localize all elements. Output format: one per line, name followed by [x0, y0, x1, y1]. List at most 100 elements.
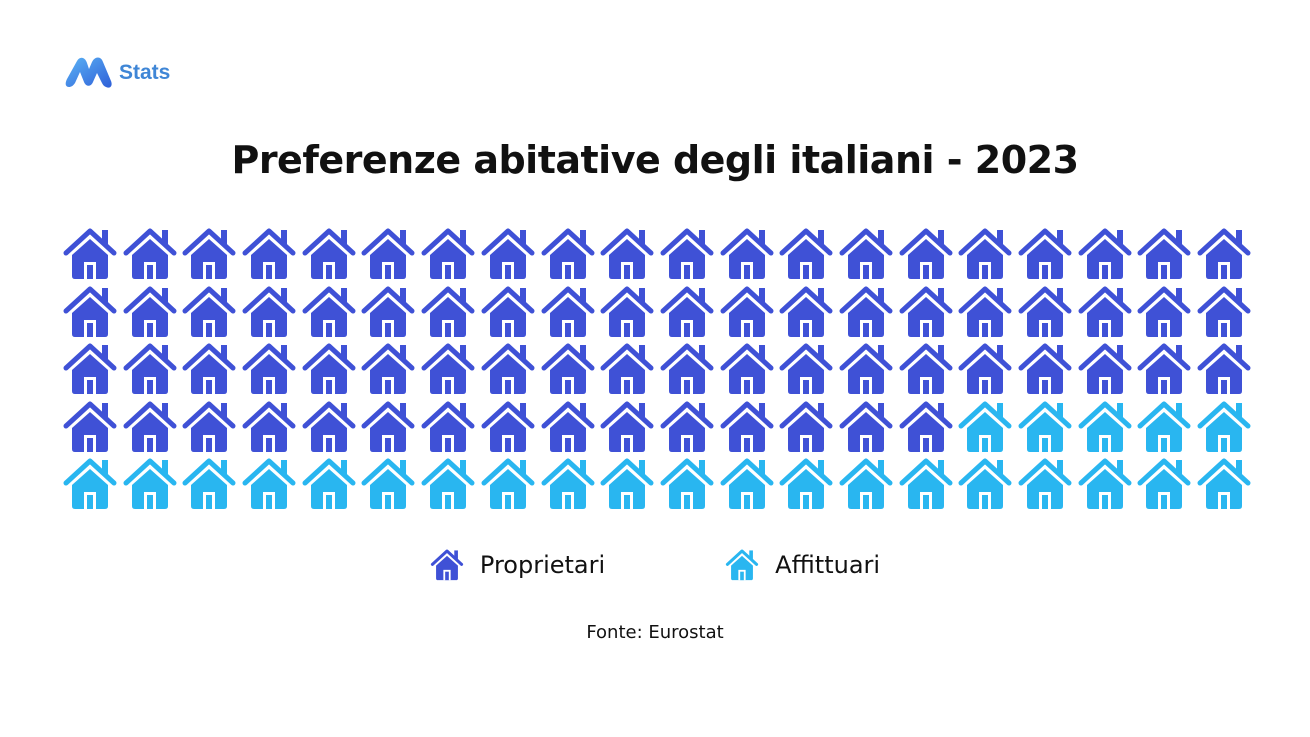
house-icon-owner: [599, 399, 655, 455]
house-icon-renter: [241, 456, 297, 512]
house-icon-owner: [599, 284, 655, 340]
house-icon-owner: [1196, 341, 1252, 397]
house-icon-owner: [1196, 226, 1252, 282]
house-icon-owner: [181, 399, 237, 455]
house-icon-renter: [838, 456, 894, 512]
legend-label: Proprietari: [479, 551, 606, 579]
logo: Stats: [65, 57, 170, 89]
house-icon-renter: [719, 456, 775, 512]
house-icon-owner: [241, 341, 297, 397]
legend-item-owners: Proprietari: [430, 548, 605, 582]
house-icon-owner: [360, 226, 416, 282]
house-icon-renter: [957, 399, 1013, 455]
house-icon-owner: [540, 226, 596, 282]
legend: Proprietari Affittuari: [0, 548, 1310, 582]
house-icon-owner: [778, 341, 834, 397]
house-icon-renter: [122, 456, 178, 512]
house-icon-owner: [181, 341, 237, 397]
house-icon-renter: [898, 456, 954, 512]
house-icon-owner: [778, 284, 834, 340]
house-icon-owner: [599, 341, 655, 397]
house-icon-owner: [480, 341, 536, 397]
house-icon-owner: [62, 284, 118, 340]
house-icon-owner: [1077, 284, 1133, 340]
house-icon: [430, 549, 463, 581]
house-icon-owner: [898, 399, 954, 455]
house-icon-owner: [540, 399, 596, 455]
house-icon-owner: [778, 399, 834, 455]
house-icon-owner: [241, 284, 297, 340]
house-icon-owner: [122, 399, 178, 455]
house-icon-renter: [62, 456, 118, 512]
house-icon: [726, 549, 759, 581]
legend-label: Affittuari: [775, 551, 881, 579]
house-icon-renter: [360, 456, 416, 512]
house-icon-owner: [1017, 341, 1073, 397]
m-logo-icon: [65, 57, 112, 88]
house-icon-owner: [957, 284, 1013, 340]
house-icon-renter: [181, 456, 237, 512]
house-icon-owner: [838, 341, 894, 397]
house-icon-renter: [1077, 456, 1133, 512]
house-icon-renter: [1196, 399, 1252, 455]
house-icon-owner: [241, 399, 297, 455]
house-icon-owner: [898, 226, 954, 282]
house-icon-renter: [1136, 399, 1192, 455]
house-icon-owner: [719, 284, 775, 340]
source-note: Fonte: Eurostat: [586, 622, 724, 643]
house-icon-owner: [480, 399, 536, 455]
legend-item-renters: Affittuari: [725, 548, 880, 582]
house-icon-owner: [1136, 284, 1192, 340]
house-icon-owner: [719, 399, 775, 455]
house-icon-owner: [122, 284, 178, 340]
house-icon-owner: [301, 226, 357, 282]
house-icon-owner: [360, 341, 416, 397]
house-icon-owner: [181, 284, 237, 340]
house-icon-renter: [480, 456, 536, 512]
house-icon-owner: [301, 399, 357, 455]
house-icon-owner: [778, 226, 834, 282]
house-icon-renter: [540, 456, 596, 512]
chart-title: Preferenze abitative degli italiani - 20…: [231, 138, 1079, 182]
house-icon-owner: [898, 284, 954, 340]
house-icon-owner: [181, 226, 237, 282]
house-icon-renter: [1077, 399, 1133, 455]
house-icon-owner: [1017, 226, 1073, 282]
house-icon-renter: [778, 456, 834, 512]
house-icon-owner: [659, 341, 715, 397]
house-icon-owner: [62, 226, 118, 282]
house-icon-owner: [62, 399, 118, 455]
house-icon-owner: [122, 226, 178, 282]
house-icon-owner: [360, 284, 416, 340]
house-icon-owner: [420, 341, 476, 397]
house-icon-owner: [62, 341, 118, 397]
house-icon-renter: [1017, 456, 1073, 512]
house-icon-owner: [957, 226, 1013, 282]
house-icon-owner: [659, 226, 715, 282]
house-icon-owner: [1077, 341, 1133, 397]
house-icon-owner: [540, 341, 596, 397]
house-icon-owner: [420, 284, 476, 340]
house-icon-owner: [898, 341, 954, 397]
house-icon-owner: [957, 341, 1013, 397]
house-icon-owner: [480, 284, 536, 340]
house-icon-owner: [540, 284, 596, 340]
house-icon-owner: [1136, 226, 1192, 282]
house-icon-owner: [719, 226, 775, 282]
house-icon-owner: [480, 226, 536, 282]
house-icon-renter: [659, 456, 715, 512]
house-icon-owner: [301, 341, 357, 397]
house-icon-owner: [1017, 284, 1073, 340]
house-icon-renter: [1196, 456, 1252, 512]
house-icon-owner: [1077, 226, 1133, 282]
house-icon-owner: [122, 341, 178, 397]
house-icon-renter: [420, 456, 476, 512]
house-icon-owner: [838, 399, 894, 455]
house-icon-owner: [659, 399, 715, 455]
logo-text: Stats: [119, 61, 171, 84]
house-icon-owner: [1196, 284, 1252, 340]
house-icon-owner: [838, 284, 894, 340]
house-icon-renter: [301, 456, 357, 512]
house-icon-renter: [1136, 456, 1192, 512]
house-icon-owner: [838, 226, 894, 282]
